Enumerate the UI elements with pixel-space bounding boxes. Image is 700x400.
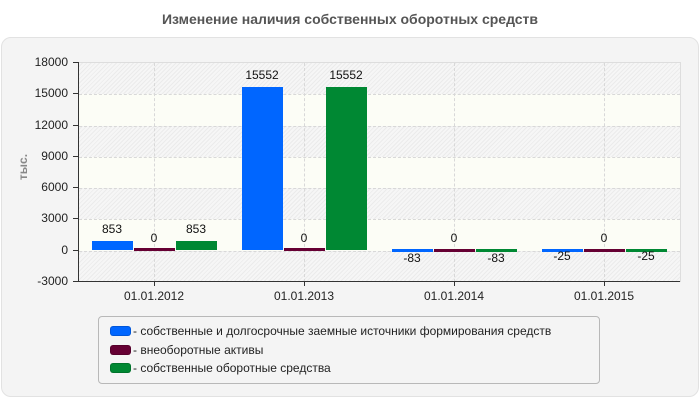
y-tick-label: 6000 bbox=[41, 180, 68, 194]
x-tick bbox=[304, 281, 305, 286]
y-tick-label: 12000 bbox=[34, 118, 68, 132]
y-tick-label: -3000 bbox=[37, 274, 68, 288]
chart-title: Изменение наличия собственных оборотных … bbox=[161, 11, 539, 27]
bar-noncurrent-2012[interactable] bbox=[134, 248, 175, 251]
bar-noncurrent-2014[interactable] bbox=[434, 249, 475, 252]
vgridline bbox=[154, 63, 155, 282]
bar-noncurrent-2015[interactable] bbox=[584, 249, 625, 252]
value-label: -83 bbox=[403, 251, 421, 265]
bar-working-capital-2012[interactable] bbox=[176, 241, 217, 250]
x-tick-label: 01.01.2014 bbox=[423, 289, 485, 303]
bar-sources-2013[interactable] bbox=[242, 87, 283, 250]
y-tick bbox=[73, 281, 78, 282]
bar-working-capital-2014[interactable] bbox=[476, 249, 517, 252]
x-tick bbox=[154, 281, 155, 286]
bar-sources-2015[interactable] bbox=[542, 249, 583, 252]
x-tick bbox=[604, 281, 605, 286]
y-tick bbox=[73, 187, 78, 188]
legend: - собственные и долгосрочные заемные ист… bbox=[98, 316, 600, 384]
legend-item-sources[interactable]: - собственные и долгосрочные заемные ист… bbox=[110, 322, 551, 340]
value-label: -25 bbox=[637, 249, 655, 263]
bar-working-capital-2013[interactable] bbox=[326, 87, 367, 250]
band bbox=[79, 94, 680, 126]
legend-item-working-capital[interactable]: - собственные оборотные средства bbox=[110, 359, 331, 377]
legend-label: - собственные и долгосрочные заемные ист… bbox=[133, 324, 552, 338]
x-tick-label: 01.01.2013 bbox=[273, 289, 335, 303]
y-tick-label: 3000 bbox=[41, 211, 68, 225]
y-tick-label: 18000 bbox=[34, 55, 68, 69]
bar-noncurrent-2013[interactable] bbox=[284, 248, 325, 251]
x-tick-label: 01.01.2015 bbox=[573, 289, 635, 303]
y-tick bbox=[73, 62, 78, 63]
band bbox=[79, 63, 680, 94]
y-tick-label: 15000 bbox=[34, 86, 68, 100]
legend-label: - внеоборотные активы bbox=[133, 343, 264, 357]
y-tick-label: 9000 bbox=[41, 149, 68, 163]
x-axis bbox=[78, 281, 680, 282]
y-tick bbox=[73, 125, 78, 126]
band bbox=[79, 157, 680, 188]
gridline bbox=[79, 188, 680, 189]
value-label: 15552 bbox=[329, 68, 363, 82]
value-label: 853 bbox=[185, 222, 207, 236]
vgridline bbox=[454, 63, 455, 282]
plot-area bbox=[79, 62, 681, 282]
y-axis bbox=[78, 62, 79, 282]
y-tick bbox=[73, 250, 78, 251]
y-tick bbox=[73, 93, 78, 94]
band bbox=[79, 126, 680, 157]
bar-working-capital-2015[interactable] bbox=[626, 249, 667, 252]
gridline bbox=[79, 219, 680, 220]
gridline bbox=[79, 126, 680, 127]
value-label: 15552 bbox=[245, 68, 279, 82]
gridline bbox=[79, 157, 680, 158]
vgridline bbox=[604, 63, 605, 282]
legend-item-noncurrent-assets[interactable]: - внеоборотные активы bbox=[110, 341, 263, 359]
value-label: 0 bbox=[300, 231, 308, 245]
y-tick bbox=[73, 218, 78, 219]
bar-sources-2014[interactable] bbox=[392, 249, 433, 252]
value-label: 853 bbox=[101, 222, 123, 236]
value-label: -83 bbox=[487, 251, 505, 265]
gridline bbox=[79, 94, 680, 95]
band bbox=[79, 188, 680, 219]
y-tick-label: 0 bbox=[61, 243, 68, 257]
value-label: 0 bbox=[150, 231, 158, 245]
gridline bbox=[79, 251, 680, 252]
x-tick-label: 01.01.2012 bbox=[123, 289, 185, 303]
y-tick bbox=[73, 156, 78, 157]
value-label: 0 bbox=[450, 231, 458, 245]
band bbox=[79, 251, 680, 282]
legend-label: - собственные оборотные средства bbox=[133, 361, 331, 375]
value-label: 0 bbox=[600, 231, 608, 245]
vgridline bbox=[304, 63, 305, 282]
legend-swatch-icon bbox=[110, 345, 131, 355]
legend-swatch-icon bbox=[110, 326, 131, 336]
x-tick bbox=[454, 281, 455, 286]
value-label: -25 bbox=[553, 249, 571, 263]
legend-swatch-icon bbox=[110, 363, 131, 373]
bar-sources-2012[interactable] bbox=[92, 241, 133, 250]
